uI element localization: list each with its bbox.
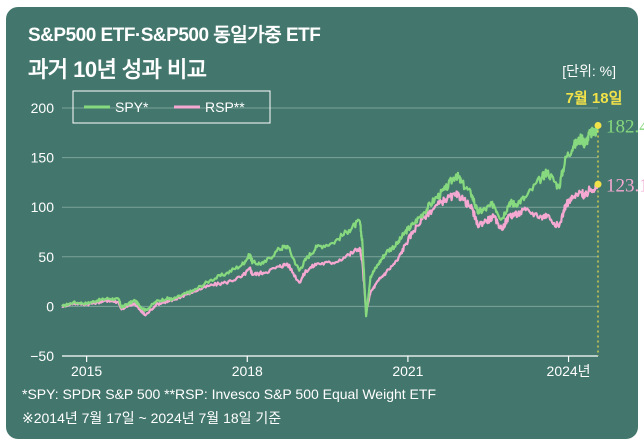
x-tick-label: 2018 (232, 363, 263, 379)
y-tick-label: 0 (46, 298, 54, 314)
chart-title-line2: 과거 10년 성과 비교 (28, 57, 207, 82)
x-tick-label: 2015 (71, 363, 102, 379)
end-value-label: 182.4 (606, 116, 644, 137)
legend-label: RSP** (205, 99, 245, 115)
x-tick-label: 2024년 (547, 363, 591, 379)
chart-card (6, 7, 638, 439)
legend-box (72, 90, 271, 124)
y-tick-label: 100 (31, 199, 55, 215)
unit-label: [단위: %] (562, 63, 616, 79)
end-value-label: 123.1 (606, 175, 644, 196)
legend-label: SPY* (115, 99, 149, 115)
y-tick-label: −50 (30, 348, 54, 364)
end-point-marker (594, 121, 602, 129)
chart-title-line1: S&P500 ETF·S&P500 동일가중 ETF (28, 25, 321, 46)
end-date-label: 7월 18일 (566, 90, 623, 107)
y-tick-label: 50 (38, 249, 54, 265)
footnote-period: ※2014년 7월 17일 ~ 2024년 7월 18일 기준 (22, 410, 282, 426)
y-tick-label: 200 (31, 100, 55, 116)
y-tick-label: 150 (31, 150, 55, 166)
end-point-marker (594, 180, 602, 188)
footnote-etf-names: *SPY: SPDR S&P 500 **RSP: Invesco S&P 50… (22, 386, 436, 402)
x-tick-label: 2021 (392, 363, 423, 379)
series-line-spy (61, 121, 600, 318)
